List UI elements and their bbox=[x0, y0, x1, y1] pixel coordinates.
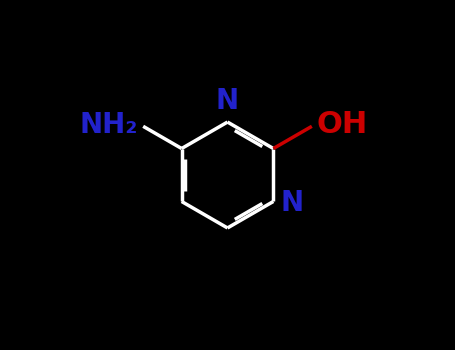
Text: N: N bbox=[281, 189, 304, 217]
Text: NH₂: NH₂ bbox=[80, 111, 138, 139]
Text: N: N bbox=[216, 86, 239, 114]
Text: OH: OH bbox=[317, 110, 368, 139]
